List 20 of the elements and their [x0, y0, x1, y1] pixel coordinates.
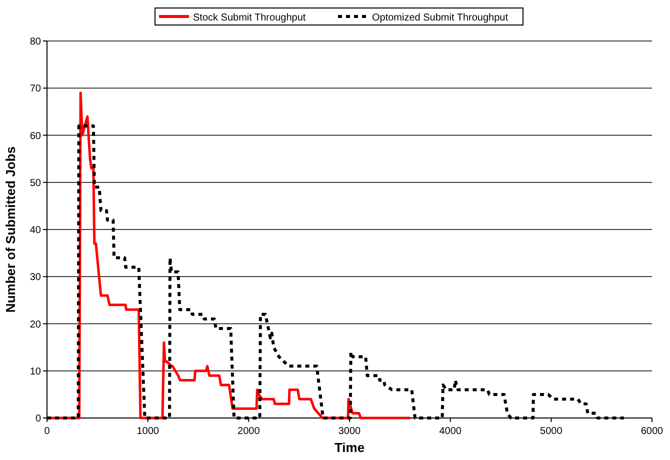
legend-label: Optomized Submit Throughput — [372, 12, 508, 24]
y-tick-label: 60 — [30, 130, 42, 142]
x-tick-label: 6000 — [640, 426, 664, 437]
x-tick-label: 3000 — [338, 426, 362, 437]
y-tick-label: 10 — [30, 366, 42, 378]
x-tick-label: 0 — [44, 426, 50, 437]
x-tick-label: 4000 — [439, 426, 462, 437]
y-tick-label: 20 — [30, 319, 42, 330]
y-axis-title: Number of Submitted Jobs — [3, 146, 18, 313]
y-tick-label: 70 — [30, 84, 42, 95]
y-tick-label: 80 — [30, 36, 42, 48]
x-tick-label: 1000 — [136, 426, 160, 437]
x-tick-label: 5000 — [540, 426, 563, 437]
y-tick-label: 40 — [30, 225, 42, 236]
y-tick-label: 50 — [30, 178, 42, 189]
legend-label: Stock Submit Throughput — [193, 12, 306, 24]
x-tick-label: 2000 — [238, 426, 260, 437]
y-tick-label: 0 — [35, 414, 42, 424]
x-axis-title: Time — [334, 440, 365, 455]
y-tick-label: 30 — [30, 272, 42, 284]
